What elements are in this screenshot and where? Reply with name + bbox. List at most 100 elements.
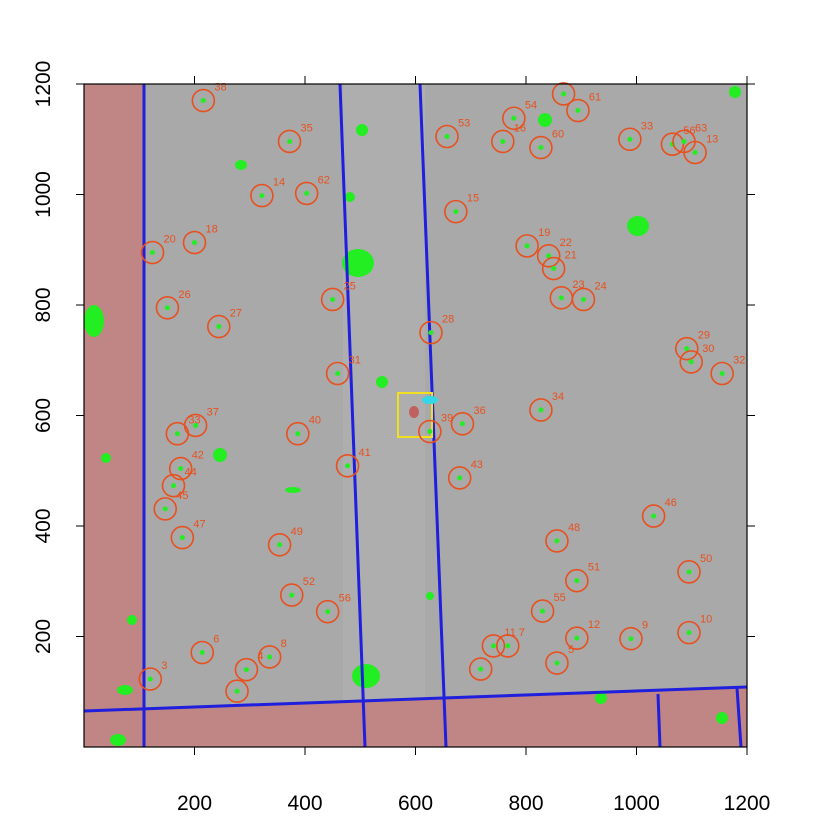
- source-point: [505, 643, 511, 649]
- source-circle: [161, 473, 186, 498]
- y-tick-label: 600: [32, 398, 55, 433]
- source: [376, 376, 388, 388]
- source-point: [164, 305, 170, 311]
- source: [213, 448, 227, 462]
- source-circle: [267, 532, 292, 557]
- source-label: 13: [706, 134, 718, 146]
- source-point: [554, 660, 560, 666]
- source-label: 35: [301, 122, 313, 134]
- y-tick-label: 400: [32, 508, 55, 543]
- source: [356, 124, 368, 136]
- source-circle: [419, 320, 443, 345]
- source-label: 10: [700, 614, 712, 626]
- source-point: [561, 91, 567, 97]
- y-tick-label: 800: [32, 287, 55, 322]
- source-label: 63: [695, 122, 707, 134]
- source-point: [684, 346, 690, 352]
- source-point: [277, 542, 283, 548]
- x-tick-label: 400: [287, 792, 322, 815]
- masked-region: [84, 84, 144, 747]
- chip-border: [83, 685, 748, 713]
- source-point: [174, 431, 180, 437]
- source-circle: [565, 626, 589, 650]
- source-circle: [565, 568, 589, 593]
- source-point: [627, 136, 633, 142]
- x-tick-label: 800: [508, 792, 543, 815]
- source-point: [651, 513, 657, 519]
- x-tick-label: 1200: [724, 792, 771, 815]
- source-label: 42: [192, 450, 204, 462]
- source-label: 16: [514, 122, 526, 134]
- source: [117, 685, 133, 695]
- source-point: [688, 359, 694, 365]
- source-label: 38: [214, 82, 226, 94]
- source-label: 54: [525, 99, 537, 111]
- source-label: 24: [594, 280, 606, 292]
- source-circle: [545, 529, 569, 553]
- source-point: [580, 296, 586, 302]
- source: [342, 249, 374, 277]
- source-circle: [683, 140, 707, 165]
- source-point: [289, 592, 295, 598]
- source-circle: [153, 497, 178, 521]
- source-point: [686, 630, 692, 636]
- source-circle: [641, 504, 666, 528]
- source-label: 45: [176, 490, 188, 502]
- source-circle: [140, 240, 165, 265]
- source-circle: [183, 413, 208, 438]
- source-label: 4: [257, 651, 263, 663]
- source-point: [457, 475, 463, 481]
- source-label: 23: [572, 279, 584, 291]
- source: [127, 615, 137, 625]
- source-label: 18: [206, 224, 218, 236]
- source-point: [692, 150, 698, 156]
- source-point: [453, 209, 459, 215]
- source-circle: [618, 127, 642, 152]
- source-circle: [566, 98, 590, 123]
- source-label: 8: [281, 638, 287, 650]
- source-circle: [468, 657, 493, 681]
- source-circle: [710, 361, 734, 386]
- chip-borders: [83, 83, 748, 748]
- source-label: 46: [665, 497, 677, 509]
- source-label: 20: [164, 234, 176, 246]
- source-point: [574, 635, 580, 641]
- source-label: 7: [519, 627, 525, 639]
- source-circle: [170, 525, 195, 550]
- x-tick-label: 600: [398, 792, 433, 815]
- source-circle: [155, 295, 180, 320]
- source-circle: [190, 640, 215, 665]
- source-point: [199, 650, 205, 656]
- source: [84, 305, 104, 337]
- source-label: 48: [568, 522, 580, 534]
- source: [101, 453, 111, 463]
- source-circle: [138, 667, 163, 691]
- source-point: [719, 371, 725, 377]
- source-label: 14: [273, 177, 285, 189]
- source-label: 55: [554, 592, 566, 604]
- source-label: 60: [552, 129, 564, 141]
- source: [716, 712, 728, 724]
- source-circle: [277, 129, 302, 154]
- source-circle: [320, 287, 345, 312]
- x-tick-label: 1000: [613, 792, 660, 815]
- source-point: [681, 138, 687, 144]
- source-label: 43: [471, 459, 483, 471]
- source-point: [304, 190, 310, 196]
- source-label: 29: [698, 330, 710, 342]
- source: [627, 216, 649, 236]
- source-circle: [286, 421, 310, 446]
- source-point: [259, 193, 265, 199]
- source-label: 47: [193, 519, 205, 531]
- source-circle: [502, 106, 526, 131]
- source-point: [267, 654, 273, 660]
- source-label: 41: [359, 447, 371, 459]
- chip-border: [656, 693, 662, 748]
- source: [595, 692, 607, 704]
- source: [426, 592, 434, 600]
- source-circle: [225, 679, 249, 703]
- source: [285, 487, 301, 493]
- source-point: [427, 429, 433, 435]
